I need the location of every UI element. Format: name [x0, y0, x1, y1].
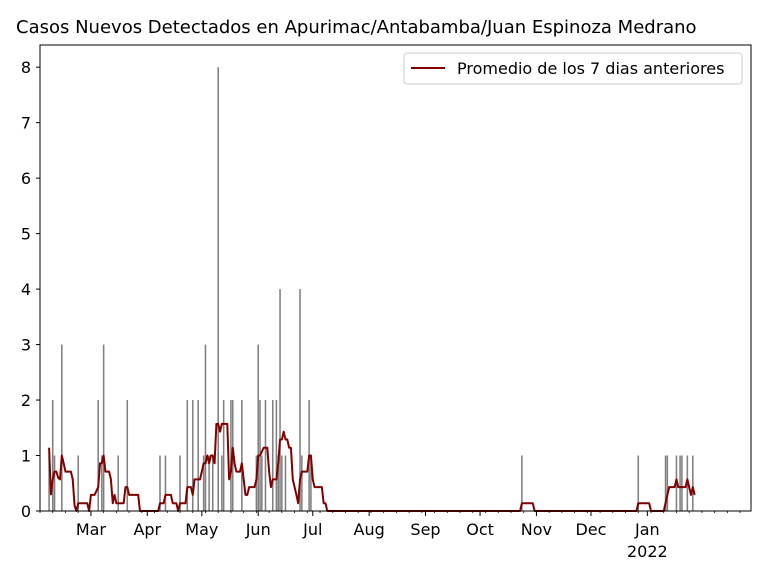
x-axis: Mar Apr May Jun Jul Aug Sep Oct Nov Dec Jan 2022: [39, 511, 741, 561]
chart-title: Casos Nuevos Detectados en Apurimac/Anta…: [16, 17, 697, 38]
bar: [204, 344, 207, 511]
bar: [211, 455, 214, 511]
x-tick-label: Jul: [302, 520, 322, 539]
y-tick-label: 0: [21, 502, 31, 521]
bar: [681, 455, 683, 511]
legend-box: [403, 52, 743, 85]
bar: [521, 455, 523, 511]
x-tick-label: Dec: [575, 520, 606, 539]
bar: [261, 455, 263, 511]
x-tick-label: Nov: [521, 520, 552, 539]
line-series: [48, 422, 696, 512]
y-axis: 0 1 2 3 4 5 6 7 8: [21, 58, 40, 521]
x-tick-label: Aug: [354, 520, 385, 539]
bar: [197, 400, 199, 511]
x-tick-label: Mar: [76, 520, 107, 539]
bar: [51, 400, 54, 511]
x-tick-label: Oct: [466, 520, 494, 539]
bar: [637, 455, 640, 511]
y-tick-label: 3: [21, 336, 31, 355]
bar: [159, 455, 161, 511]
x-tick-label: Jun: [245, 520, 271, 539]
legend: Promedio de los 7 dias anteriores: [403, 52, 743, 85]
bar: [221, 455, 223, 511]
bar: [275, 400, 278, 511]
x-tick-year-label: 2022: [627, 542, 668, 561]
bar: [271, 400, 274, 511]
bar: [664, 455, 667, 511]
bar: [77, 455, 79, 511]
bar-series: [48, 67, 694, 511]
bar: [191, 400, 194, 511]
y-tick-label: 8: [21, 58, 31, 77]
bar: [101, 455, 103, 511]
bar: [692, 455, 694, 511]
y-tick-label: 1: [21, 447, 31, 466]
bar: [164, 455, 167, 511]
x-tick-label: Apr: [133, 520, 161, 539]
y-tick-label: 6: [21, 169, 31, 188]
bar: [179, 455, 181, 511]
moving-average-line: [48, 422, 696, 512]
x-tick-label: Sep: [410, 520, 440, 539]
y-tick-label: 4: [21, 280, 31, 299]
bar: [222, 400, 225, 511]
bar: [310, 455, 312, 511]
bar: [257, 344, 259, 511]
bar: [48, 455, 50, 511]
x-tick-label: May: [185, 520, 218, 539]
bar: [264, 400, 267, 511]
bar: [208, 455, 210, 511]
bar: [202, 455, 205, 511]
bar: [301, 455, 303, 511]
y-tick-label: 5: [21, 225, 31, 244]
y-tick-label: 7: [21, 114, 31, 133]
legend-label: Promedio de los 7 dias anteriores: [457, 59, 724, 78]
bar: [217, 67, 219, 511]
bar: [61, 344, 63, 511]
bar: [281, 455, 283, 511]
bar: [666, 455, 669, 511]
bar: [279, 289, 281, 511]
bar: [679, 455, 681, 511]
bar: [299, 289, 301, 511]
bar: [97, 400, 99, 511]
x-tick-label: Jan: [634, 520, 660, 539]
bar: [186, 400, 189, 511]
bar: [102, 344, 105, 511]
bar: [53, 455, 56, 511]
bar: [241, 400, 243, 511]
bar: [277, 455, 279, 511]
bar: [117, 455, 119, 511]
bar: [284, 455, 287, 511]
bar: [230, 400, 232, 511]
plot-frame: [39, 44, 752, 512]
bar: [126, 400, 129, 511]
y-tick-label: 2: [21, 391, 31, 410]
